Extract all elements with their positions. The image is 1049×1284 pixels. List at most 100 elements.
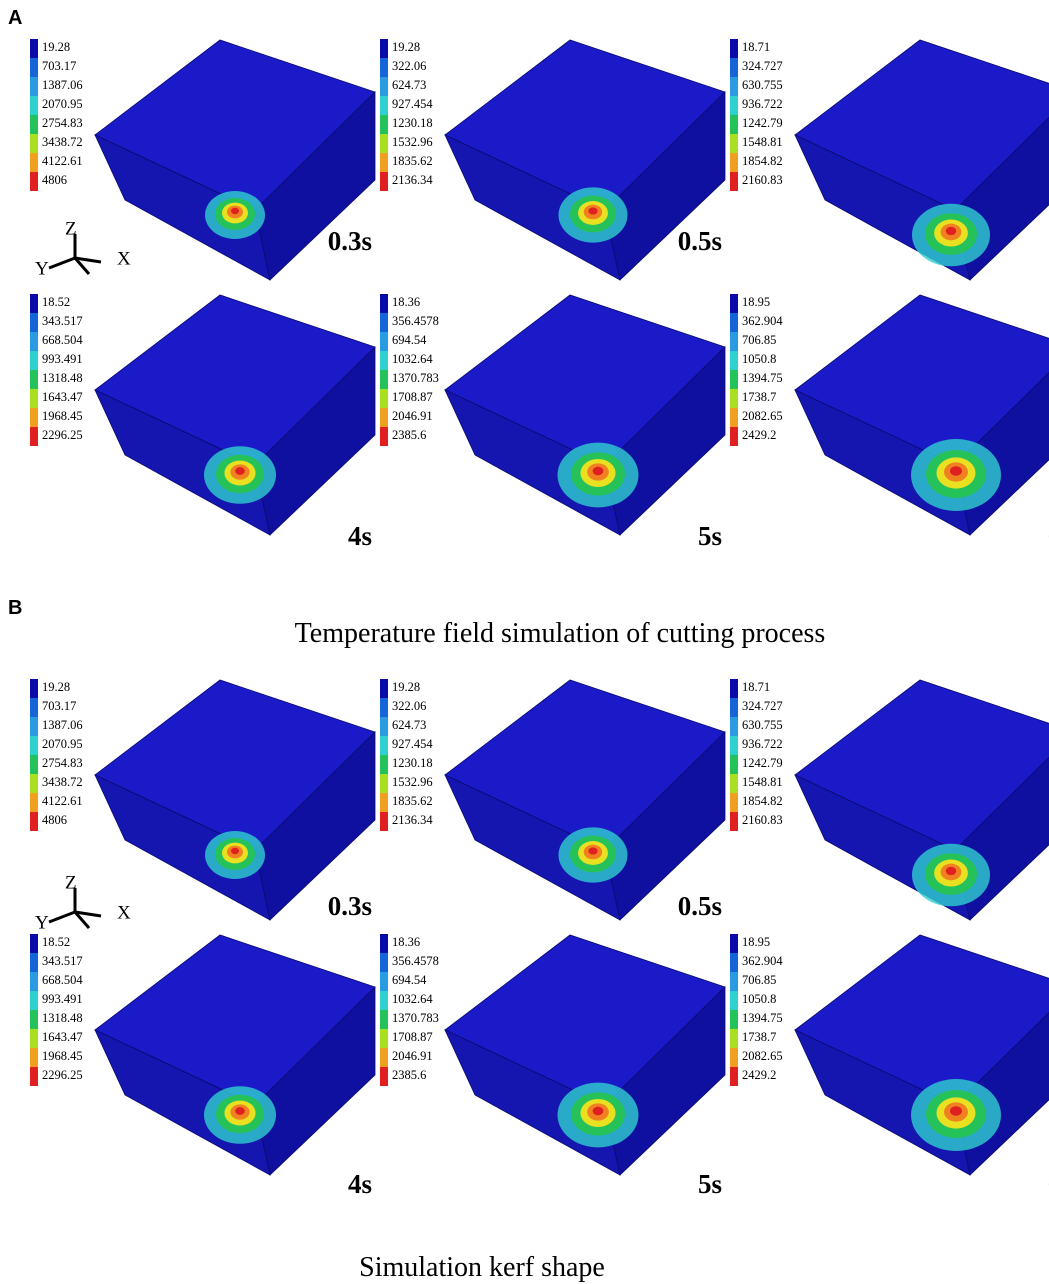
legend-swatch — [380, 698, 388, 717]
legend-value: 362.904 — [742, 314, 783, 328]
legend-swatch — [730, 115, 738, 134]
legend-value: 324.727 — [742, 59, 783, 73]
heat-zone — [950, 466, 962, 476]
legend-swatch — [380, 934, 388, 953]
legend-value: 694.54 — [392, 973, 427, 987]
legend-swatch — [30, 1010, 38, 1029]
legend-value: 1738.7 — [742, 1030, 776, 1044]
legend-swatch — [380, 351, 388, 370]
legend-value: 2136.34 — [392, 813, 433, 827]
legend-swatch — [30, 77, 38, 96]
legend-swatch — [30, 698, 38, 717]
legend-value: 624.73 — [392, 718, 426, 732]
legend-value: 927.454 — [392, 737, 433, 751]
legend-swatch — [30, 134, 38, 153]
legend-value: 2070.95 — [42, 737, 83, 751]
legend-swatch — [380, 389, 388, 408]
legend-value: 624.73 — [392, 78, 426, 92]
simulation-plot: 18.71324.727630.755936.7221242.791548.81… — [730, 39, 1049, 280]
simulation-plot: 19.28322.06624.73927.4541230.181532.9618… — [380, 39, 725, 280]
legend-value: 2160.83 — [742, 813, 783, 827]
legend-value: 3438.72 — [42, 775, 83, 789]
legend-swatch — [730, 717, 738, 736]
axis-label: Z — [65, 218, 77, 239]
legend-swatch — [30, 313, 38, 332]
legend-value: 1387.06 — [42, 78, 83, 92]
legend-swatch — [380, 115, 388, 134]
legend-value: 1835.62 — [392, 154, 433, 168]
legend-swatch — [380, 953, 388, 972]
legend-value: 668.504 — [42, 973, 83, 987]
legend-value: 19.28 — [42, 680, 70, 694]
axis-label: Y — [35, 912, 49, 933]
legend-swatch — [730, 313, 738, 332]
legend-swatch — [30, 172, 38, 191]
legend-swatch — [730, 408, 738, 427]
heat-zone — [946, 867, 956, 875]
axis-arrow — [49, 912, 75, 922]
legend-value: 630.755 — [742, 718, 783, 732]
legend-swatch — [730, 1048, 738, 1067]
legend-swatch — [730, 172, 738, 191]
legend-swatch — [30, 39, 38, 58]
legend-value: 2385.6 — [392, 1068, 426, 1082]
axis-label: Y — [35, 258, 49, 279]
heat-zone — [593, 1107, 604, 1116]
legend-value: 1032.64 — [392, 352, 433, 366]
legend-value: 1532.96 — [392, 775, 433, 789]
legend-value: 694.54 — [392, 333, 427, 347]
legend-swatch — [30, 153, 38, 172]
axis-arrow — [49, 258, 75, 268]
legend-swatch — [730, 1067, 738, 1086]
legend-value: 2082.65 — [742, 409, 783, 423]
legend-value: 19.28 — [392, 680, 420, 694]
legend-value: 1387.06 — [42, 718, 83, 732]
legend-swatch — [380, 679, 388, 698]
legend-value: 4806 — [42, 173, 67, 187]
legend-value: 324.727 — [742, 699, 783, 713]
legend-value: 1738.7 — [742, 390, 776, 404]
legend-swatch — [30, 389, 38, 408]
legend-swatch — [380, 153, 388, 172]
legend-value: 343.517 — [42, 954, 83, 968]
legend-value: 2082.65 — [742, 1049, 783, 1063]
legend-value: 1318.48 — [42, 371, 83, 385]
legend-value: 18.95 — [742, 295, 770, 309]
legend-value: 630.755 — [742, 78, 783, 92]
heat-zone — [593, 467, 604, 476]
legend-swatch — [30, 1067, 38, 1086]
legend-value: 322.06 — [392, 59, 426, 73]
simulation-plot: 18.95362.904706.851050.81394.751738.7208… — [730, 294, 1049, 551]
time-label: 0.3s — [328, 226, 372, 256]
legend-swatch — [30, 972, 38, 991]
legend-value: 18.71 — [742, 40, 770, 54]
legend-swatch — [730, 370, 738, 389]
legend-swatch — [730, 972, 738, 991]
axis-triad: ZYX — [35, 872, 131, 933]
legend-swatch — [30, 408, 38, 427]
panel-caption: Simulation kerf shape — [359, 1252, 605, 1283]
legend-swatch — [380, 972, 388, 991]
legend-value: 2136.34 — [392, 173, 433, 187]
legend-swatch — [380, 294, 388, 313]
legend-value: 936.722 — [742, 737, 783, 751]
axis-label: X — [117, 902, 131, 923]
legend-swatch — [30, 793, 38, 812]
legend-swatch — [730, 1029, 738, 1048]
legend-value: 1854.82 — [742, 794, 783, 808]
simulation-plot: 18.52343.517668.504993.4911318.481643.47… — [30, 934, 375, 1199]
legend-swatch — [730, 755, 738, 774]
panel-caption: Temperature field simulation of cutting … — [295, 618, 826, 649]
legend-value: 343.517 — [42, 314, 83, 328]
legend-swatch — [380, 1029, 388, 1048]
legend-swatch — [380, 96, 388, 115]
legend-value: 322.06 — [392, 699, 426, 713]
simulation-plot: 18.52343.517668.504993.4911318.481643.47… — [30, 294, 375, 551]
legend-swatch — [30, 755, 38, 774]
legend-value: 4806 — [42, 813, 67, 827]
legend-swatch — [730, 736, 738, 755]
legend-swatch — [730, 427, 738, 446]
time-label: 5s — [698, 1169, 722, 1199]
legend-swatch — [380, 134, 388, 153]
